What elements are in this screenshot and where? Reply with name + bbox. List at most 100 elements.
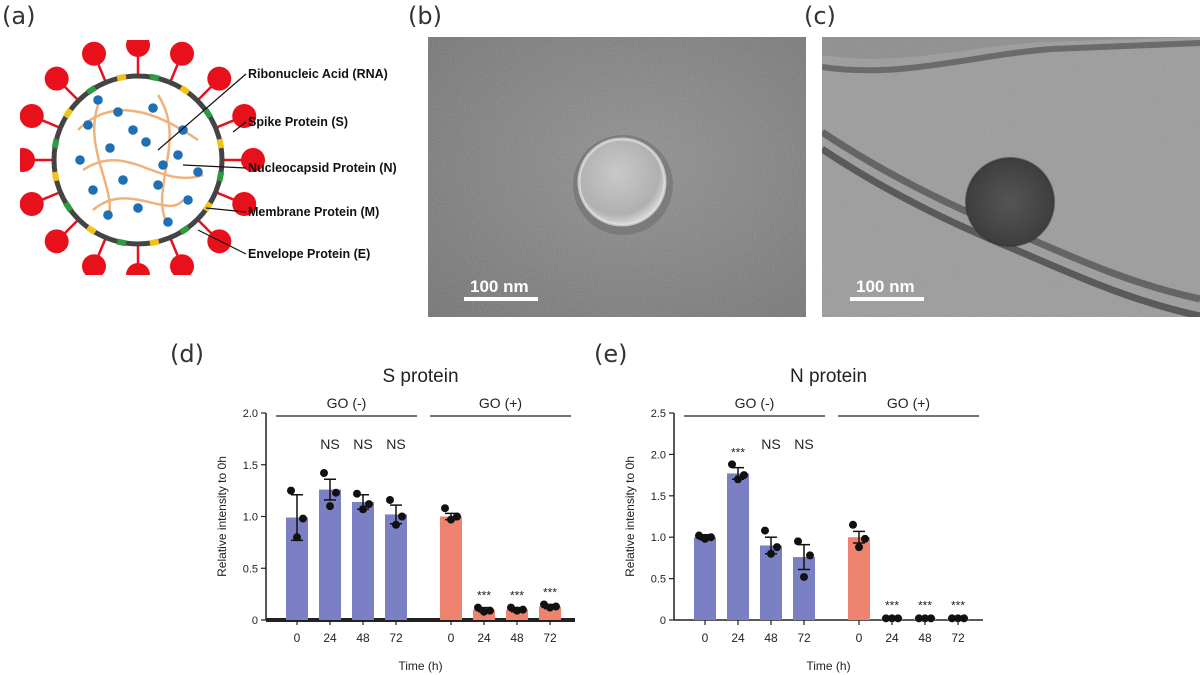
virus-diagram: Ribonucleic Acid (RNA) Spike Protein (S)…	[11, 33, 410, 287]
S-data-point	[507, 603, 515, 612]
N-data-point	[960, 614, 968, 623]
nucleocapsid-protein	[103, 210, 113, 220]
spike-stalk	[62, 218, 80, 236]
S-data-point	[513, 606, 521, 615]
N-x-tick-label: 24	[731, 631, 745, 645]
N-data-point	[849, 520, 857, 529]
membrane-protein	[51, 138, 60, 149]
nucleocapsid-protein	[75, 155, 85, 165]
N-data-point	[948, 614, 956, 623]
S-significance-label: NS	[353, 436, 372, 452]
S-significance-label: NS	[386, 436, 405, 452]
nucleocapsid-protein	[178, 125, 188, 135]
chart-s-protein-svg: S protein 0 0.5 1.0 1.5 2.0 Relative intensity…	[215, 366, 575, 673]
spike-protein	[241, 148, 265, 172]
S-x-tick-label: 0	[448, 631, 455, 645]
S-bar	[440, 516, 462, 620]
virion-particle	[579, 139, 665, 225]
N-y-axis-label: Relative intensity to 0h	[623, 456, 637, 577]
S-data-point	[546, 603, 554, 612]
N-data-point	[773, 543, 781, 552]
S-data-point	[519, 605, 527, 614]
S-data-point	[287, 486, 295, 495]
spike-protein	[44, 229, 69, 254]
N-bar	[727, 473, 749, 620]
spike-protein	[170, 254, 195, 279]
S-data-point	[453, 512, 461, 521]
S-group-label: GO (+)	[479, 395, 522, 411]
N-x-tick-label: 0	[702, 631, 709, 645]
S-data-point	[299, 514, 307, 523]
S-data-point	[359, 505, 367, 514]
spike-stalk	[96, 61, 108, 83]
N-y-tick-label: 2.5	[651, 408, 666, 420]
N-data-point	[740, 471, 748, 480]
N-significance-label: NS	[761, 436, 780, 452]
S-y-axis-label: Relative intensity to 0h	[215, 456, 229, 577]
N-data-point	[882, 614, 890, 623]
spike-protein	[19, 103, 44, 128]
S-data-point	[486, 606, 494, 615]
nucleocapsid-protein	[113, 107, 123, 117]
N-x-tick-label: 72	[797, 631, 811, 645]
S-data-point	[441, 504, 449, 513]
N-data-point	[954, 614, 962, 623]
envelope-protein	[116, 73, 127, 82]
envelope-protein	[51, 171, 60, 182]
spike-stalk	[62, 84, 80, 102]
S-data-point	[480, 607, 488, 616]
spike-stalk	[168, 237, 180, 259]
S-data-point	[386, 495, 394, 504]
nucleocapsid-protein	[118, 175, 128, 185]
spike-protein	[232, 103, 257, 128]
scale-bar-c	[850, 297, 924, 301]
spike-protein	[126, 263, 150, 287]
membrane-protein	[149, 73, 160, 82]
S-significance-label: ***	[510, 589, 524, 603]
leader-line	[182, 164, 247, 169]
rna-strand	[82, 158, 204, 180]
N-x-tick-label: 72	[951, 631, 965, 645]
S-x-tick-label: 72	[389, 631, 403, 645]
S-data-point	[293, 533, 301, 542]
spike-protein	[170, 41, 195, 66]
S-significance-label: ***	[543, 585, 557, 599]
S-data-point	[552, 602, 560, 611]
spike-protein	[126, 33, 150, 57]
S-data-point	[447, 515, 455, 524]
S-y-tick-label: 0.5	[243, 563, 258, 575]
N-bar	[848, 537, 870, 620]
nucleocapsid-protein	[83, 120, 93, 130]
S-data-point	[332, 488, 340, 497]
N-significance-label: ***	[885, 599, 899, 613]
N-data-point	[806, 551, 814, 560]
S-data-point	[398, 512, 406, 521]
S-bar	[385, 514, 407, 620]
nucleocapsid-protein	[128, 125, 138, 135]
N-y-tick-label: 1.5	[651, 491, 666, 503]
spike-protein	[11, 148, 35, 172]
S-data-point	[474, 603, 482, 612]
envelope-protein	[63, 107, 74, 119]
N-x-tick-label: 48	[918, 631, 932, 645]
membrane-protein	[85, 85, 97, 96]
S-y-tick-label: 1.5	[243, 460, 258, 472]
label-envelope: Envelope Protein (E)	[248, 247, 370, 261]
nucleocapsid-protein	[183, 195, 193, 205]
N-x-tick-label: 48	[764, 631, 778, 645]
spike-protein	[232, 192, 257, 217]
S-x-tick-label: 48	[510, 631, 524, 645]
S-bar	[352, 502, 374, 620]
N-group-label: GO (+)	[887, 395, 930, 411]
S-y-tick-label: 2.0	[243, 408, 258, 420]
label-rna: Ribonucleic Acid (RNA)	[248, 67, 388, 81]
nucleocapsid-protein	[163, 217, 173, 227]
N-x-tick-label: 0	[856, 631, 863, 645]
label-spike: Spike Protein (S)	[248, 115, 348, 129]
N-bar	[760, 545, 782, 620]
N-data-point	[767, 549, 775, 558]
S-x-tick-label: 24	[323, 631, 337, 645]
panel-label-d: (d)	[170, 340, 204, 368]
panel-label-e: (e)	[594, 340, 628, 368]
N-data-point	[855, 543, 863, 552]
